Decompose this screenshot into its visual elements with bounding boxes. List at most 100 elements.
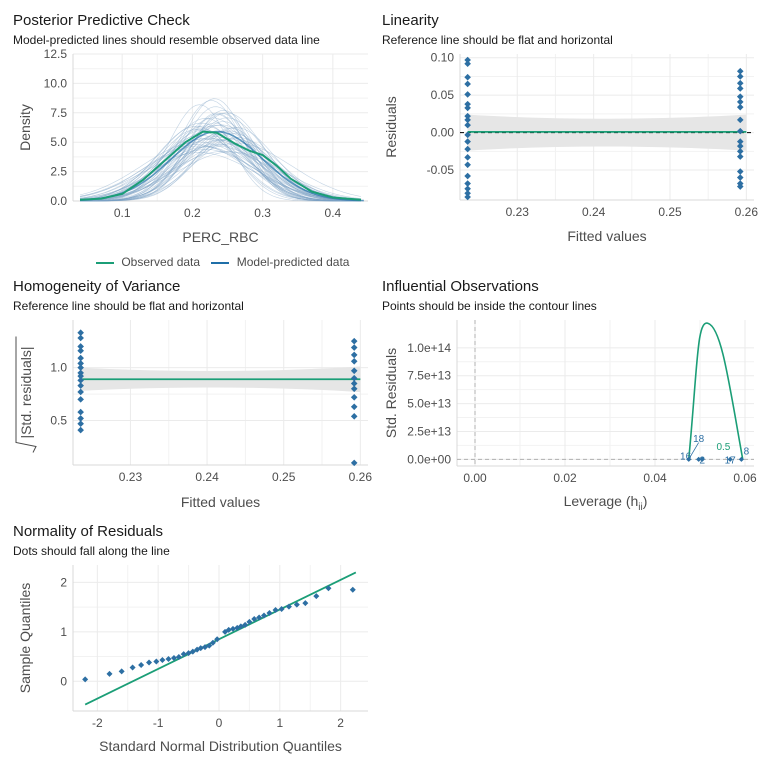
data-point — [77, 334, 84, 342]
data-point — [736, 148, 744, 155]
sqrt-symbol — [15, 336, 37, 453]
data-point — [180, 651, 187, 658]
data-point — [153, 658, 160, 665]
data-point — [159, 657, 166, 664]
data-point — [77, 347, 84, 354]
data-point — [77, 388, 84, 396]
y-tick-label: 0.0e+00 — [407, 452, 451, 466]
y-tick-label: 0 — [60, 674, 67, 688]
y-tick-label: 5.0e+13 — [407, 397, 451, 411]
predicted-draw-line — [79, 104, 361, 202]
data-point — [464, 73, 471, 81]
data-point — [206, 642, 213, 649]
data-point — [686, 456, 692, 462]
legend-predicted-swatch — [211, 261, 230, 264]
y-axis-label: Residuals — [384, 96, 399, 157]
x-axis-label: Fitted values — [567, 228, 646, 244]
panel-subtitle: Points should be inside the contour line… — [382, 299, 597, 313]
x-tick-label: -2 — [92, 716, 103, 730]
data-point — [165, 656, 172, 663]
data-point — [736, 127, 744, 135]
predicted-draw-line — [80, 109, 361, 202]
predicted-draw-line — [79, 143, 362, 201]
x-tick-label: 0.24 — [582, 205, 606, 219]
data-point — [175, 654, 182, 661]
panel-linearity: Linearity Reference line should be flat … — [382, 0, 768, 276]
x-tick-label: 0.2 — [184, 206, 201, 220]
point-label: 2 — [699, 455, 705, 466]
normality-chart: -2 -1 0 1 2 0 1 2 Standard Normal Distribution Q… — [17, 565, 368, 754]
data-point — [350, 413, 358, 420]
point-label: 16 — [680, 451, 692, 462]
predicted-draw-line — [80, 113, 361, 202]
data-point — [464, 104, 471, 112]
data-point — [209, 639, 216, 646]
predicted-draw-line — [79, 124, 362, 202]
predicted-draw-line — [79, 146, 362, 201]
data-point — [350, 403, 358, 411]
panel-subtitle: Model-predicted lines should resemble ob… — [13, 33, 320, 47]
data-point — [138, 661, 145, 668]
data-point — [727, 456, 733, 462]
data-point — [464, 172, 471, 180]
predicted-draw-line — [79, 139, 362, 201]
y-axis-label-text: |Std. residuals| — [18, 346, 34, 438]
x-axis-label-subscript: ii — [638, 502, 642, 513]
data-point — [77, 420, 84, 428]
data-point — [350, 344, 358, 351]
data-point — [77, 396, 84, 403]
predicted-draw-line — [79, 138, 362, 201]
data-point — [464, 80, 471, 88]
predicted-draw-line — [79, 149, 362, 201]
panel-title: Influential Observations — [382, 278, 539, 295]
x-tick-label: 0.04 — [643, 471, 667, 485]
y-tick-label: 0.00 — [431, 126, 455, 140]
data-point — [736, 103, 744, 111]
predicted-draw-line — [79, 145, 362, 201]
panel-title: Linearity — [382, 12, 439, 29]
data-point — [242, 621, 249, 628]
panel-subtitle: Dots should fall along the line — [13, 544, 170, 558]
y-tick-label: 0.0 — [50, 194, 67, 208]
x-tick-label: 1 — [276, 716, 283, 730]
data-point — [293, 601, 300, 608]
predicted-draw-line — [79, 125, 361, 202]
reference-qq-line — [84, 571, 357, 706]
panel-normality: Normality of Residuals Dots should fall … — [0, 511, 384, 768]
data-point — [260, 612, 267, 619]
data-point — [350, 385, 358, 393]
panel-title: Normality of Residuals — [13, 523, 164, 540]
data-point — [194, 646, 201, 653]
panel-title: Homogeneity of Variance — [13, 278, 181, 295]
data-point — [256, 614, 263, 621]
predicted-draw-line — [79, 136, 362, 202]
influential-chart: 0.5-161821780.000.020.040.060.0e+002.5e+… — [384, 320, 757, 513]
y-axis-label: Density — [17, 104, 33, 151]
y-tick-label: 2.5e+13 — [407, 424, 451, 438]
x-tick-label: 0.25 — [658, 205, 682, 219]
data-point — [170, 655, 177, 662]
legend-observed-label: Observed data — [121, 255, 201, 269]
data-point — [77, 426, 84, 434]
predicted-draw-line — [79, 128, 361, 202]
x-tick-label: 0.26 — [735, 205, 759, 219]
data-point — [736, 183, 744, 190]
x-tick-label: 0.3 — [254, 206, 271, 220]
panel-subtitle: Reference line should be flat and horizo… — [382, 33, 613, 47]
data-point — [696, 456, 702, 462]
data-point — [736, 138, 744, 145]
y-tick-label: 2.5 — [50, 165, 67, 179]
x-axis-label: Leverage (hii) — [564, 493, 648, 513]
predicted-draw-line — [80, 113, 361, 202]
data-point — [736, 168, 744, 175]
predicted-draw-line — [80, 121, 361, 202]
y-tick-label: 7.5 — [50, 106, 67, 120]
data-point — [266, 610, 273, 617]
predicted-draw-line — [79, 117, 362, 202]
data-point — [350, 357, 358, 365]
data-point — [251, 615, 258, 622]
data-point — [350, 393, 358, 401]
predicted-draw-line — [79, 144, 361, 201]
y-axis-label: Sample Quantiles — [17, 583, 33, 694]
y-tick-label: 1.0 — [50, 361, 67, 375]
